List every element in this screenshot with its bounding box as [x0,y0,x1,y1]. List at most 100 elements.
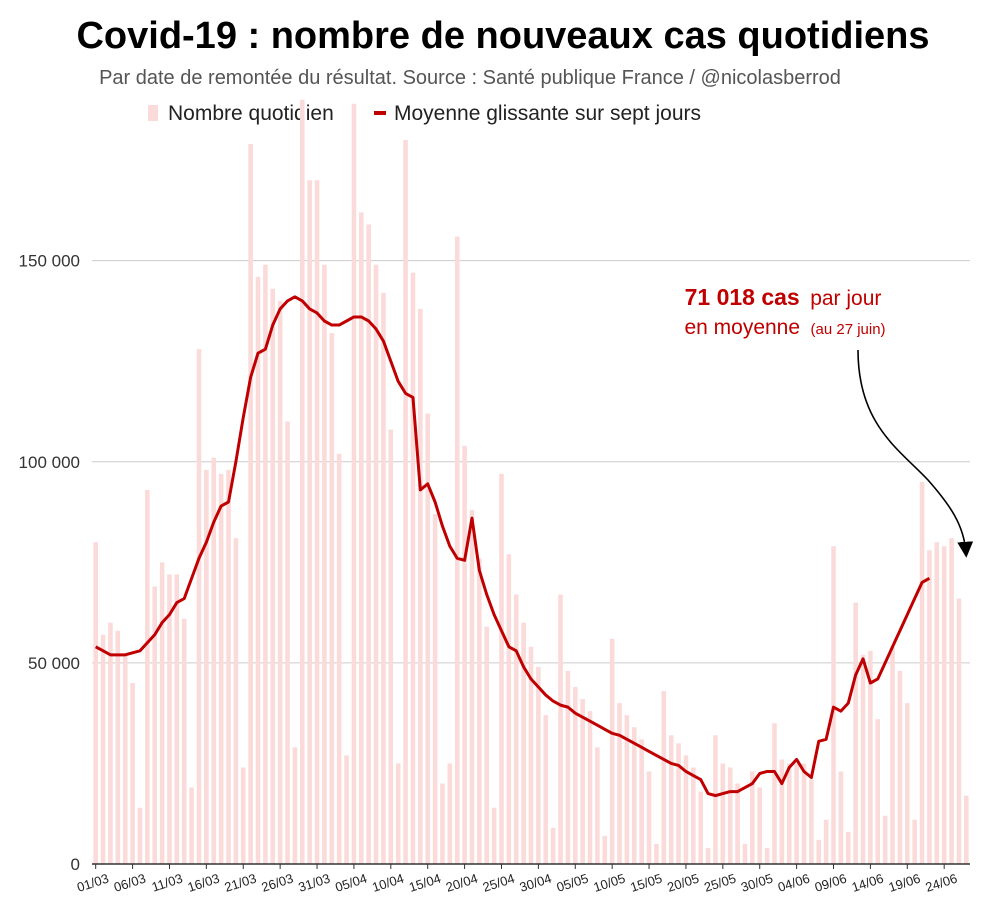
y-tick-label: 50 000 [28,654,80,673]
daily-cases-bar [639,739,644,864]
annotation-value: 71 018 cas [685,284,800,310]
daily-cases-bar [351,103,357,865]
daily-cases-bar [226,469,231,864]
daily-cases-bar [233,538,239,864]
daily-cases-bar [528,646,534,864]
daily-cases-bar [595,747,600,864]
daily-cases-bar [462,445,467,864]
daily-cases-bar [381,292,386,864]
daily-cases-bar [218,473,224,864]
x-tick-label: 09/06 [813,871,849,895]
daily-cases-bar [115,630,121,864]
daily-cases-bar [196,349,202,865]
daily-cases-bar [698,791,703,864]
daily-cases-bar [602,835,608,864]
x-tick-label: 25/04 [481,871,517,895]
legend-bar-swatch [148,105,158,121]
daily-cases-bar [860,654,866,864]
daily-cases-bar [750,771,755,864]
daily-cases-bar [816,839,822,864]
daily-cases-bar [130,683,135,864]
x-tick-label: 24/06 [924,871,960,895]
daily-cases-bar [668,735,674,864]
daily-cases-bar [314,180,320,864]
daily-cases-bar [580,699,585,864]
x-tick-label: 04/06 [776,871,812,895]
x-tick-label: 30/04 [518,871,554,895]
daily-cases-bar [373,264,379,864]
daily-cases-bar [403,140,408,864]
x-tick-label: 31/03 [296,871,332,895]
x-tick-label: 06/03 [112,871,148,895]
daily-cases-bar [432,514,438,864]
x-tick-label: 20/04 [444,871,480,895]
y-tick-label: 0 [71,855,80,874]
chart-subtitle: Par date de remontée du résultat. Source… [99,67,841,89]
daily-cases-bar [329,333,335,865]
daily-cases-bar [964,795,969,864]
daily-cases-bar [949,538,954,864]
x-tick-label: 05/05 [555,871,591,895]
daily-cases-bar [845,831,851,864]
daily-cases-bar [440,783,445,864]
annotation-average: en moyenne [684,316,800,339]
daily-cases-bar [536,666,541,864]
daily-cases-bar [292,747,298,864]
daily-cases-bar [661,691,667,864]
moving-average-line [94,295,931,798]
daily-cases-bar [823,819,829,864]
daily-cases-bar [344,755,349,864]
y-tick-label: 100 000 [19,453,80,472]
daily-cases-bar [956,598,962,864]
daily-cases-bar [418,308,423,864]
daily-cases-bar [609,638,615,864]
daily-cases-bar [764,847,770,864]
daily-cases-bar [425,413,430,864]
daily-cases-bar [159,562,165,864]
daily-cases-bar [93,542,98,864]
annotation-arrow [857,349,974,558]
daily-cases-bar [794,763,799,864]
daily-cases-bar [772,723,777,864]
y-tick-labels: 0 50 000 100 000 150 000 [19,252,80,874]
daily-cases-bar [742,843,748,864]
bars [93,99,969,865]
x-tick-label: 19/06 [887,871,923,895]
daily-cases-bar [558,594,563,864]
daily-cases-bar [550,827,556,864]
daily-cases-bar [240,767,246,864]
x-tick-label: 15/04 [407,871,443,895]
daily-cases-bar [322,264,327,864]
daily-cases-bar [676,743,681,864]
daily-cases-bar [912,819,917,864]
annotation: 71 018 cas par jour en moyenne (au 27 ju… [684,284,974,558]
daily-cases-bar [890,646,895,864]
daily-cases-bar [735,783,740,864]
daily-cases-bar [152,586,158,864]
daily-cases-bar [277,300,283,864]
daily-cases-bar [447,763,453,864]
x-tick-labels: 01/03 06/03 11/03 16/03 21/03 26/03 31/03 05/04… [75,864,959,895]
daily-cases-bar [285,421,290,864]
daily-cases-bar [897,670,903,864]
daily-cases-bar [167,574,172,864]
daily-cases-bar [786,763,792,864]
daily-cases-bar [388,429,394,864]
daily-cases-bar [868,650,873,864]
chart-title: Covid-19 : nombre de nouveaux cas quotid… [76,15,929,57]
daily-cases-bar [499,473,504,864]
annotation-line-2: en moyenne (au 27 juin) [684,316,885,339]
x-tick-label: 11/03 [150,871,185,895]
x-tick-label: 26/03 [259,871,295,895]
daily-cases-bar [454,236,460,865]
daily-cases-bar [705,847,711,864]
x-tick-label: 01/03 [75,871,111,895]
daily-cases-bar [366,224,371,864]
annotation-per-day: par jour [810,287,881,310]
daily-cases-bar [263,264,268,864]
annotation-date: (au 27 juin) [811,321,886,338]
x-tick-label: 21/03 [223,871,259,895]
daily-cases-bar [646,771,652,864]
daily-cases-bar [919,481,925,864]
